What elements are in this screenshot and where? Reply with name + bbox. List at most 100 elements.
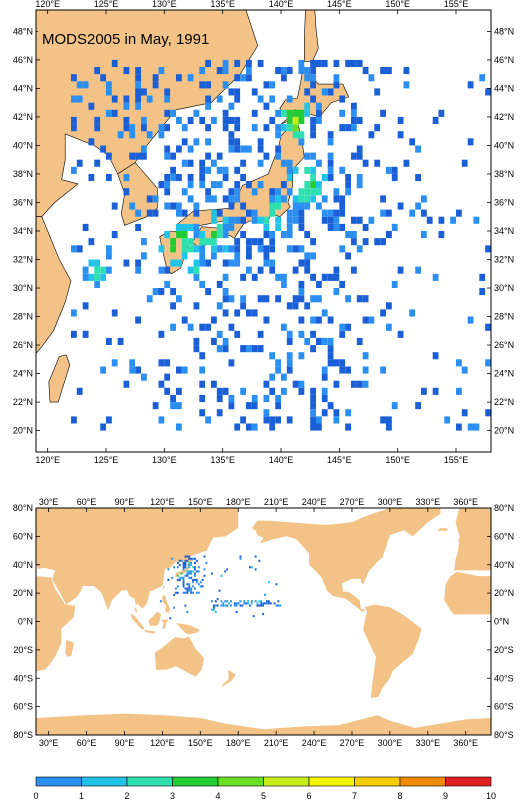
lat-label-left: 24°N (13, 369, 33, 379)
data-cell (186, 583, 189, 586)
data-cell (266, 602, 268, 605)
data-cell (71, 124, 77, 132)
colorbar-swatch (308, 776, 355, 787)
data-cell (186, 591, 189, 594)
data-cell (226, 600, 229, 603)
data-cell (386, 323, 392, 331)
data-cell (181, 223, 188, 231)
data-cell (240, 159, 246, 167)
data-cell (239, 600, 242, 603)
lon-label-top: 155°E (444, 0, 469, 9)
data-cell (94, 259, 101, 267)
data-cell (100, 366, 106, 374)
data-cell (205, 188, 211, 196)
data-cell (216, 209, 223, 217)
data-cell (327, 352, 334, 360)
data-cell (263, 124, 270, 132)
data-cell (164, 231, 171, 239)
colorbar-swatch (263, 776, 310, 787)
data-cell (234, 252, 241, 260)
data-cell (351, 238, 357, 246)
data-cell (100, 145, 106, 153)
data-cell (456, 209, 462, 217)
data-cell (263, 416, 270, 424)
data-cell (415, 202, 421, 210)
lat-label-left: 60°S (13, 702, 33, 712)
data-cell (182, 585, 185, 588)
data-cell (316, 181, 322, 189)
data-cell (351, 231, 357, 239)
data-cell (258, 600, 261, 603)
data-cell (216, 223, 223, 231)
data-cell (257, 266, 264, 274)
data-cell (182, 591, 185, 594)
data-cell (203, 568, 206, 571)
lon-label-top: 240°E (302, 497, 327, 507)
data-cell (192, 557, 194, 560)
data-cell (251, 402, 258, 410)
data-cell (298, 316, 305, 324)
lon-label-bottom: 140°E (269, 455, 294, 465)
data-cell (246, 145, 252, 153)
data-cell (298, 380, 305, 388)
data-cell (181, 366, 188, 374)
data-cell (246, 402, 252, 410)
data-cell (281, 67, 287, 75)
data-cell (240, 387, 246, 395)
data-cell (351, 216, 357, 224)
colorbar-label: 2 (124, 791, 129, 801)
data-cell (249, 604, 251, 607)
data-cell (246, 245, 252, 253)
data-cell (260, 600, 263, 603)
data-cell (184, 564, 187, 567)
lat-label-left: 28°N (13, 312, 33, 322)
data-cell (228, 223, 235, 231)
data-cell (251, 309, 258, 317)
data-cell (197, 591, 200, 594)
data-cell (82, 273, 89, 281)
lat-label-right: 34°N (494, 226, 514, 236)
data-cell (184, 555, 187, 558)
data-cell (397, 202, 404, 210)
data-cell (178, 559, 181, 562)
data-cell (228, 602, 230, 605)
data-cell (269, 373, 276, 381)
data-cell (224, 570, 227, 573)
lon-label-bottom: 210°E (264, 738, 289, 748)
data-cell (216, 67, 223, 75)
data-cell (333, 81, 340, 89)
data-cell (263, 252, 270, 260)
data-cell (199, 245, 206, 253)
data-cell (263, 223, 270, 231)
data-cell (193, 109, 200, 117)
colorbar-label: 0 (33, 791, 38, 801)
land-new-guinea (176, 622, 201, 635)
data-cell (146, 195, 153, 203)
data-cell (310, 124, 316, 132)
data-cell (235, 610, 238, 613)
lat-label-left: 60°N (13, 531, 33, 541)
data-cell (216, 604, 219, 607)
data-cell (205, 259, 211, 267)
data-cell (170, 259, 176, 267)
data-cell (170, 245, 176, 253)
lon-label-top: 150°E (188, 497, 213, 507)
data-cell (485, 245, 491, 253)
lat-label-left: 38°N (13, 169, 33, 179)
data-cell (286, 209, 293, 217)
data-cell (226, 604, 229, 607)
data-cell (135, 209, 141, 217)
data-cell (182, 583, 185, 586)
data-cell (298, 330, 305, 338)
data-cell (257, 59, 264, 67)
data-cell (310, 152, 316, 160)
data-cell (316, 59, 322, 67)
colorbar-label: 9 (443, 791, 448, 801)
data-cell (193, 202, 200, 210)
data-cell (228, 395, 235, 403)
data-cell (228, 295, 235, 303)
data-cell (212, 606, 215, 609)
data-cell (216, 345, 223, 353)
data-cell (304, 109, 311, 117)
data-cell (71, 116, 77, 124)
